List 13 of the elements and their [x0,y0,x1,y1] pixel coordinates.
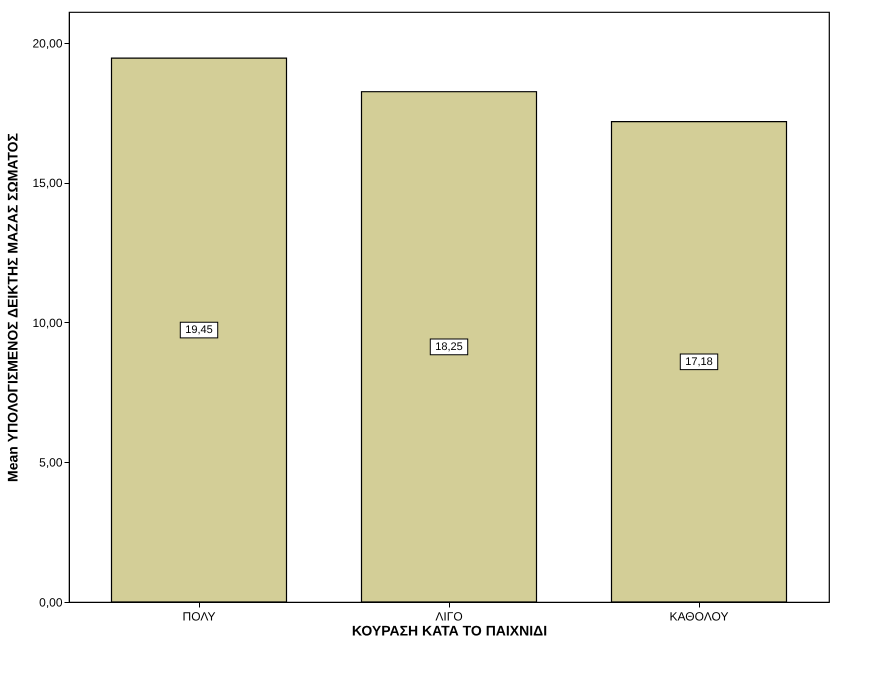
y-tick-label: 15,00 [32,176,63,190]
y-tick-label: 10,00 [32,316,63,330]
data-label: 19,45 [185,324,213,336]
x-axis-title: ΚΟΥΡΑΣΗ ΚΑΤΑ ΤΟ ΠΑΙΧΝΙΔΙ [352,622,548,638]
y-axis-title: Mean ΥΠΟΛΟΓΙΣΜΕΝΟΣ ΔΕΙΚΤΗΣ ΜΑΖΑΣ ΣΩΜΑΤΟΣ [4,133,20,482]
x-tick-label: ΚΑΘΟΛΟΥ [670,610,728,624]
data-label: 18,25 [435,340,463,353]
y-tick-label: 20,00 [32,36,63,50]
y-tick-label: 0,00 [39,596,63,610]
data-label: 17,18 [685,356,713,368]
y-tick-label: 5,00 [39,456,63,470]
x-tick-label: ΛΙΓΟ [435,610,463,624]
x-tick-label: ΠΟΛΥ [182,610,216,624]
